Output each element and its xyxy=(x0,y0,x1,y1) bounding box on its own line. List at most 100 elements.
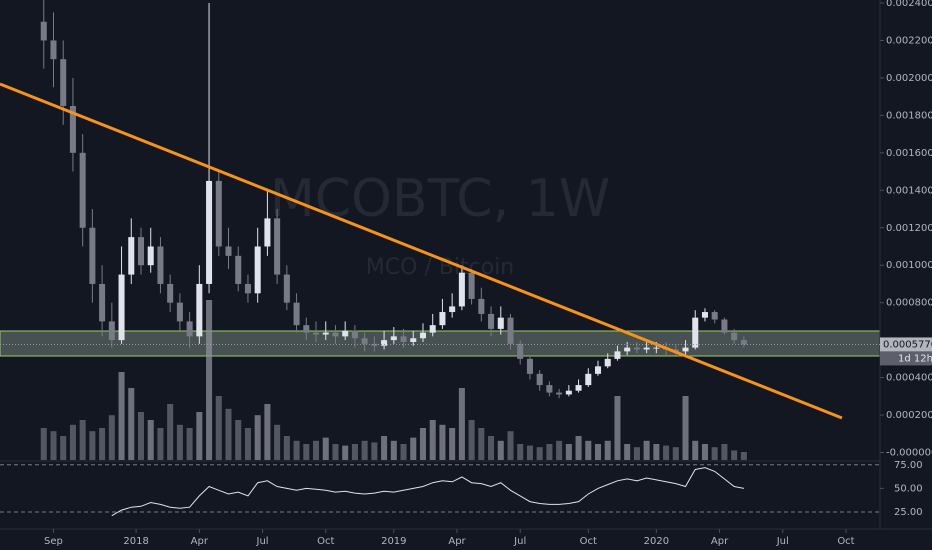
volume-pane xyxy=(40,300,747,460)
volume-bar xyxy=(40,428,47,460)
volume-bar xyxy=(254,415,261,460)
candle-body xyxy=(99,283,106,322)
volume-bar xyxy=(701,444,708,460)
candle-body xyxy=(283,274,290,303)
volume-bar xyxy=(604,440,611,460)
candle-body xyxy=(517,343,524,359)
volume-bar xyxy=(274,424,281,460)
candle-body xyxy=(313,332,320,335)
volume-bar xyxy=(390,440,397,460)
candle-body xyxy=(390,336,397,341)
volume-bar xyxy=(672,447,679,460)
volume-bar xyxy=(692,440,699,460)
candle-body xyxy=(50,40,57,60)
candle-body xyxy=(215,180,222,247)
volume-bar xyxy=(594,444,602,460)
support-zone xyxy=(0,330,881,357)
candle-body xyxy=(381,340,388,346)
candle-body xyxy=(439,312,446,326)
watermark-title: MCOBTC, 1W xyxy=(270,169,610,229)
volume-bar xyxy=(526,445,533,460)
candle-body xyxy=(643,347,650,350)
candle-body xyxy=(176,302,183,322)
rsi-tick-label: 50.00 xyxy=(894,483,923,494)
candle-body xyxy=(147,246,154,266)
candle-body xyxy=(701,312,708,318)
candles xyxy=(40,0,747,399)
volume-bar xyxy=(497,440,504,460)
volume-bar xyxy=(721,444,728,460)
candle-body xyxy=(692,317,699,348)
trend-line xyxy=(0,82,843,420)
countdown-label: 1d 12h xyxy=(898,353,932,364)
candle-body xyxy=(478,298,485,314)
y-tick-label: 0.0002000 xyxy=(886,410,932,421)
candle-body xyxy=(79,152,86,228)
candle-body xyxy=(89,227,96,284)
candle-body xyxy=(682,347,689,352)
volume-bar xyxy=(429,420,436,460)
volume-bar xyxy=(653,444,660,460)
x-tick-label: Apr xyxy=(711,536,729,547)
volume-bar xyxy=(264,404,271,460)
candle-body xyxy=(137,237,145,266)
volume-bar xyxy=(468,420,475,460)
candle-body xyxy=(449,306,456,313)
volume-bar xyxy=(108,415,115,460)
volume-bar xyxy=(196,412,203,460)
volume-bar xyxy=(371,442,378,460)
candle-body xyxy=(264,218,271,247)
candle-body xyxy=(322,332,329,335)
candle-body xyxy=(614,351,621,359)
volume-bar xyxy=(711,447,718,460)
candle-body xyxy=(351,330,358,339)
candle-body xyxy=(419,332,426,339)
candle-body xyxy=(157,246,164,284)
volume-bar xyxy=(419,428,426,460)
candle-body xyxy=(225,246,232,256)
candle-body xyxy=(235,255,242,284)
candle-body xyxy=(711,312,718,320)
volume-bar xyxy=(507,431,514,460)
x-tick-label: 2020 xyxy=(644,536,669,547)
volume-bar xyxy=(215,396,222,460)
volume-bar xyxy=(176,424,183,460)
volume-bar xyxy=(478,428,485,460)
volume-bar xyxy=(137,412,145,460)
volume-bar xyxy=(361,440,368,460)
volume-bar xyxy=(313,440,320,460)
candle-body xyxy=(332,332,339,337)
volume-bar xyxy=(235,420,242,460)
volume-bar xyxy=(206,300,213,460)
x-tick-label: Apr xyxy=(448,536,466,547)
volume-bar xyxy=(50,431,57,460)
volume-bar xyxy=(381,436,388,460)
candle-body xyxy=(468,272,475,299)
candle-body xyxy=(556,392,563,395)
candle-body xyxy=(594,366,602,374)
volume-bar xyxy=(118,372,125,460)
volume-bar xyxy=(740,452,747,460)
candle-body xyxy=(186,321,193,337)
candle-body xyxy=(575,385,582,391)
candle-body xyxy=(604,358,611,367)
candle-body xyxy=(458,272,465,307)
volume-bar xyxy=(410,437,417,460)
candle-body xyxy=(721,319,728,333)
volume-bar xyxy=(517,444,524,460)
candle-body xyxy=(60,59,67,107)
volume-bar xyxy=(225,408,232,460)
volume-bar xyxy=(79,420,86,460)
x-tick-label: Jul xyxy=(256,536,269,547)
volume-bar xyxy=(99,428,106,460)
x-tick-label: 2018 xyxy=(123,536,148,547)
candle-body xyxy=(526,358,533,374)
x-tick-label: Jul xyxy=(513,536,526,547)
